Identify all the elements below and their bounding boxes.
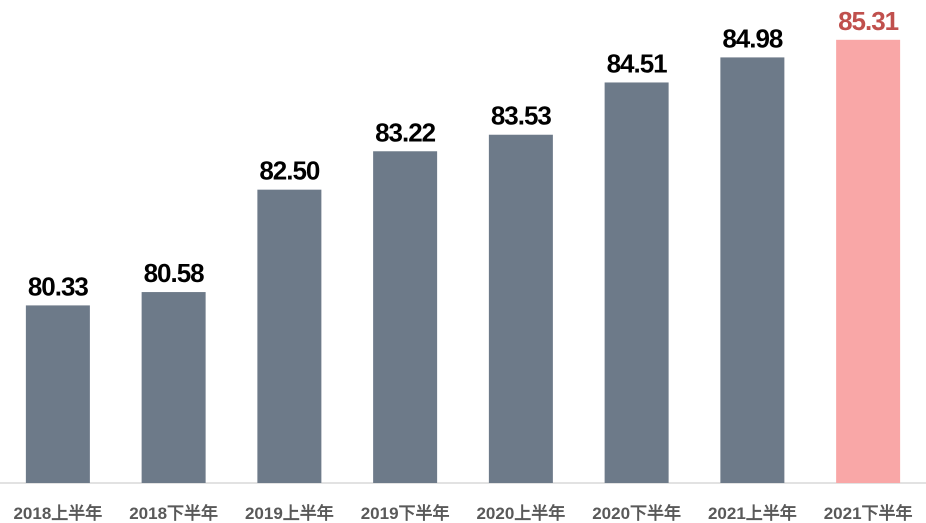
x-tick-label: 2019下半年 bbox=[361, 503, 450, 523]
bar bbox=[836, 39, 901, 484]
value-label: 83.53 bbox=[491, 101, 552, 131]
x-tick-label: 2020下半年 bbox=[592, 503, 681, 523]
x-tick-label: 2018下半年 bbox=[129, 503, 218, 523]
value-label: 82.50 bbox=[259, 156, 320, 186]
bar bbox=[488, 134, 553, 483]
bar bbox=[141, 292, 206, 483]
x-tick-label: 2018上半年 bbox=[13, 503, 102, 523]
x-tick-label: 2021下半年 bbox=[824, 503, 913, 523]
value-label: 80.58 bbox=[144, 258, 205, 288]
value-label: 85.31 bbox=[838, 6, 899, 36]
x-tick-label: 2020上半年 bbox=[476, 503, 565, 523]
value-label: 83.22 bbox=[375, 117, 436, 147]
bar bbox=[373, 151, 438, 483]
value-label: 84.51 bbox=[607, 48, 668, 78]
x-tick-label: 2019上半年 bbox=[245, 503, 334, 523]
value-label: 80.33 bbox=[28, 271, 89, 301]
bar bbox=[257, 189, 322, 483]
bar bbox=[25, 305, 90, 483]
bar bbox=[604, 82, 669, 483]
x-tick-label: 2021上半年 bbox=[708, 503, 797, 523]
bar bbox=[720, 57, 785, 484]
value-label: 84.98 bbox=[722, 23, 783, 53]
